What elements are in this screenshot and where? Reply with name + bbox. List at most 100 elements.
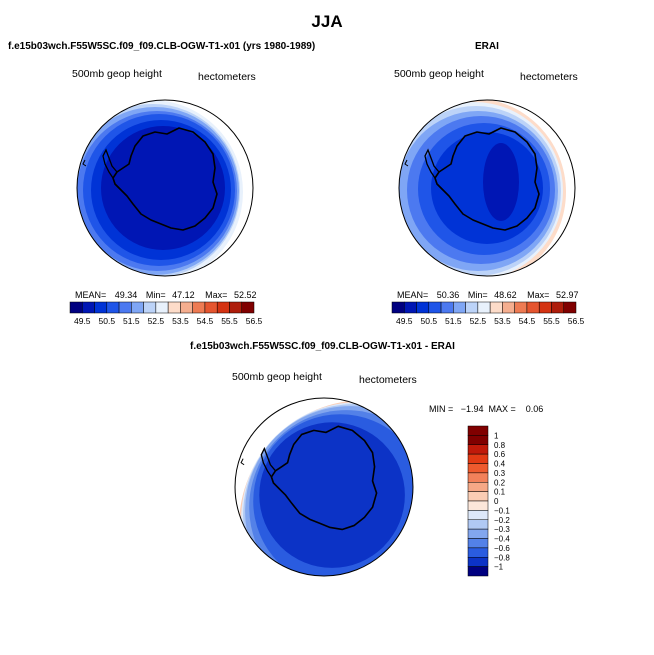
diff-polar-map [234, 397, 414, 577]
diff-colorbar-tick-label: 0 [494, 497, 499, 506]
obs-colorbar: 49.5 50.5 51.5 52.5 53.5 54.5 55.5 56.5 [391, 301, 584, 326]
obs-colorbar-box [526, 301, 540, 314]
obs-min-label: Min= [467, 290, 488, 300]
obs-colorbar-box [391, 301, 405, 314]
model-colorbar-box [180, 301, 193, 314]
obs-colorbar-box [416, 301, 430, 314]
diff-colorbar-tick-label: 0.6 [494, 450, 506, 459]
obs-colorbar-tick-label: 52.5 [470, 316, 487, 326]
diff-colorbar-box [467, 453, 489, 464]
diff-colorbar-box [467, 528, 489, 539]
diff-colorbar-box [467, 557, 489, 567]
model-panel-title: f.e15b03wch.F55W5SC.f09_f09.CLB-OGW-T1-x… [8, 41, 316, 52]
model-colorbar-tick-label: 54.5 [197, 316, 214, 326]
diff-colorbar-box [467, 491, 489, 502]
model-colorbar-box [167, 301, 181, 314]
obs-units-label: hectometers [520, 71, 578, 83]
model-min-value: 47.12 [172, 290, 195, 300]
model-map-border [76, 99, 254, 277]
diff-colorbar-tick-label: 0.2 [494, 478, 506, 487]
obs-colorbar-box [465, 301, 479, 314]
model-max-value: 52.52 [233, 290, 257, 300]
model-colorbar-box [229, 301, 242, 314]
model-colorbar-tick-label: 51.5 [123, 316, 140, 326]
obs-map-border [398, 99, 576, 277]
obs-mean-value: 50.36 [436, 290, 460, 300]
model-mean-label: MEAN= [75, 290, 107, 300]
diff-colorbar-box [467, 472, 489, 483]
model-colorbar-tick-label: 53.5 [172, 316, 189, 326]
diff-contour-band [259, 422, 405, 568]
obs-antarctica-coastline [434, 127, 540, 231]
model-stats: MEAN= 49.34 Min= 47.12 Max= 52.52 [75, 290, 256, 300]
diff-colorbar-box [467, 482, 489, 492]
obs-peninsula-coastline [424, 148, 444, 191]
diff-colorbar-box [467, 435, 489, 445]
model-colorbar-box [131, 301, 144, 314]
obs-colorbar-box [563, 301, 577, 314]
diff-colorbar-tick-label: 0.4 [494, 460, 506, 469]
obs-colorbar-box [489, 301, 503, 314]
model-colorbar-box [69, 301, 83, 314]
diff-stats: MIN = −1.94 MAX = 0.06 [429, 404, 544, 414]
model-max-label: Max= [205, 290, 228, 300]
diff-colorbar-tick-label: 0.3 [494, 469, 506, 478]
model-colorbar-box [192, 301, 206, 314]
diff-colorbar-box [467, 444, 489, 455]
obs-panel-title: ERAI [475, 41, 499, 52]
diff-colorbar-tick-label: −0.1 [494, 506, 510, 515]
obs-south-america-coastline [404, 159, 409, 167]
diff-variable-label: 500mb geop height [232, 371, 322, 383]
model-field [77, 100, 243, 276]
model-units-label: hectometers [198, 71, 256, 83]
model-colorbar-tick-label: 55.5 [221, 316, 238, 326]
model-colorbar-box [204, 301, 218, 314]
model-mean-value: 49.34 [114, 290, 138, 300]
diff-colorbar-tick-label: 1 [494, 431, 499, 440]
model-colorbar-tick-label: 52.5 [148, 316, 165, 326]
diff-colorbar-tick-label: −0.8 [494, 553, 510, 562]
diff-colorbar-box [467, 510, 489, 520]
obs-colorbar-box [404, 301, 417, 314]
model-south-america-coastline [82, 159, 87, 167]
obs-colorbar-box [477, 301, 491, 314]
obs-colorbar-tick-label: 53.5 [494, 316, 511, 326]
obs-field [399, 100, 566, 276]
diff-antarctica-coastline [270, 425, 378, 531]
diff-colorbar-box [467, 547, 489, 558]
model-colorbar-box [241, 301, 255, 314]
model-colorbar-box [143, 301, 157, 314]
diff-colorbar-tick-label: −0.3 [494, 525, 510, 534]
model-min-label: Min= [145, 290, 166, 300]
model-colorbar: 49.5 50.5 51.5 52.5 53.5 54.5 55.5 56.5 [69, 301, 262, 326]
obs-colorbar-tick-label: 54.5 [519, 316, 536, 326]
obs-colorbar-box [440, 301, 454, 314]
diff-colorbar-tick-label: 0.1 [494, 488, 506, 497]
model-polar-map [76, 99, 254, 277]
model-contour-band [101, 126, 225, 250]
page-title: JJA [311, 12, 343, 31]
obs-colorbar-tick-label: 56.5 [568, 316, 584, 326]
model-colorbar-tick-label: 49.5 [74, 316, 91, 326]
obs-colorbar-tick-label: 51.5 [445, 316, 462, 326]
diff-colorbar-tick-label: 0.8 [494, 441, 506, 450]
model-antarctica-coastline [112, 127, 218, 231]
diff-colorbar-box [467, 538, 489, 549]
obs-contour-band [483, 143, 519, 221]
model-colorbar-box [118, 301, 132, 314]
diff-colorbar-tick-label: −0.4 [494, 535, 510, 544]
model-colorbar-tick-label: 56.5 [246, 316, 262, 326]
obs-colorbar-box [551, 301, 564, 314]
diff-units-label: hectometers [359, 374, 417, 386]
diff-colorbar-tick-label: −0.6 [494, 544, 510, 553]
diff-colorbar-box [467, 500, 489, 511]
obs-colorbar-box [514, 301, 528, 314]
model-colorbar-box [94, 301, 108, 314]
obs-colorbar-tick-label: 49.5 [396, 316, 413, 326]
obs-min-value: 48.62 [494, 290, 517, 300]
diff-colorbar-box [467, 463, 489, 474]
obs-variable-label: 500mb geop height [394, 68, 484, 80]
obs-mean-label: MEAN= [397, 290, 429, 300]
model-peninsula-coastline [102, 148, 122, 191]
obs-colorbar-tick-label: 50.5 [421, 316, 438, 326]
